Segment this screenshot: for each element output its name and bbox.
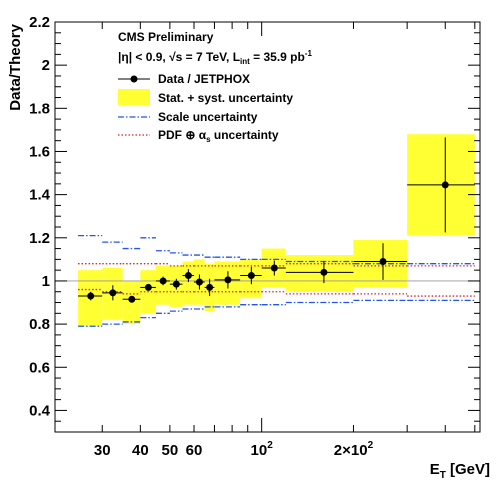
data-point-13 [379,258,387,266]
legend-band-swatch [118,89,150,105]
data-point-3 [144,283,152,291]
legend-label-pdf: PDF ⊕ αs uncertainty [158,128,279,144]
uncertainty-band-6 [182,261,195,305]
header-conditions-sup: -1 [305,49,313,58]
x-tick-label-0: 30 [94,442,111,459]
data-point-4 [159,277,167,285]
uncertainty-band-12 [285,255,354,292]
plot-content [55,134,480,327]
x-tick-label-3: 60 [186,442,203,459]
legend-data-marker [130,75,138,83]
data-point-6 [184,272,192,280]
legend-label-scale: Scale uncertainty [158,110,258,124]
legend-label-band: Stat. + syst. uncertainty [158,91,293,105]
x-tick-label-main: 10 [251,442,268,459]
y-tick-label-9: 2.2 [29,14,50,31]
data-point-8 [206,283,214,291]
y-tick-label-3: 1 [42,273,50,290]
y-tick-label-2: 0.8 [29,316,50,333]
axis-ticks: 0.40.60.811.21.41.61.822.230 40 50 60 102 2×1… [29,14,480,459]
header-conditions: |η| < 0.9, √s = 7 TeV, Lint = 35.9 pb-1 [118,49,313,66]
x-tick-label-sup: 2 [267,440,273,451]
y-tick-label-8: 2 [42,57,50,74]
legend-entry-band: Stat. + syst. uncertainty [118,89,293,105]
y-tick-label-4: 1.2 [29,230,50,247]
y-tick-label-1: 0.6 [29,359,50,376]
x-tick-label-1: 40 [132,442,149,459]
data-point-2 [128,295,136,303]
x-tick-label-2: 50 [162,442,179,459]
header-conditions-tail: = 35.9 pb [250,50,305,64]
legend-label-data: Data / JETPHOX [158,72,250,86]
data-point-0 [87,292,95,300]
x-tick-label-main: 30 [94,442,111,459]
x-tick-label-main: 50 [162,442,179,459]
data-point-12 [320,268,328,276]
y-tick-label-7: 1.8 [29,100,50,117]
y-tick-label-0: 0.4 [29,402,51,419]
data-point-7 [195,278,203,286]
header-conditions-sub: int [240,57,250,66]
x-tick-label-main: 40 [132,442,149,459]
y-tick-label-5: 1.4 [29,187,51,204]
y-axis-title: Data/Theory [7,23,24,110]
legend-entry-data: Data / JETPHOX [118,72,250,86]
data-point-14 [441,181,449,189]
legend-label-pdf-main: PDF ⊕ α [158,128,207,142]
legend-label-pdf-tail: uncertainty [211,128,279,142]
y-tick-label-6: 1.6 [29,143,50,160]
legend-entry-pdf: PDF ⊕ αs uncertainty [118,128,279,144]
plot-header: CMS Preliminary |η| < 0.9, √s = 7 TeV, L… [118,30,313,66]
data-point-9 [224,276,232,284]
x-tick-label-sup: 2 [368,440,374,451]
data-point-11 [270,264,278,272]
x-tick-label-4: 102 [251,440,274,459]
legend-entry-scale: Scale uncertainty [118,110,258,124]
header-conditions-main: |η| < 0.9, √s = 7 TeV, L [118,50,240,64]
x-tick-label-main: 60 [186,442,203,459]
data-point-5 [172,280,180,288]
legend-label-pdf-sub: s [206,135,211,144]
x-tick-label-5: 2×102 [334,440,374,459]
data-point-10 [247,272,255,280]
header-title: CMS Preliminary [118,30,214,44]
x-tick-label-main: 2×10 [334,442,368,459]
data-point-1 [109,289,117,297]
legend: Data / JETPHOX Stat. + syst. uncertainty… [118,72,293,144]
